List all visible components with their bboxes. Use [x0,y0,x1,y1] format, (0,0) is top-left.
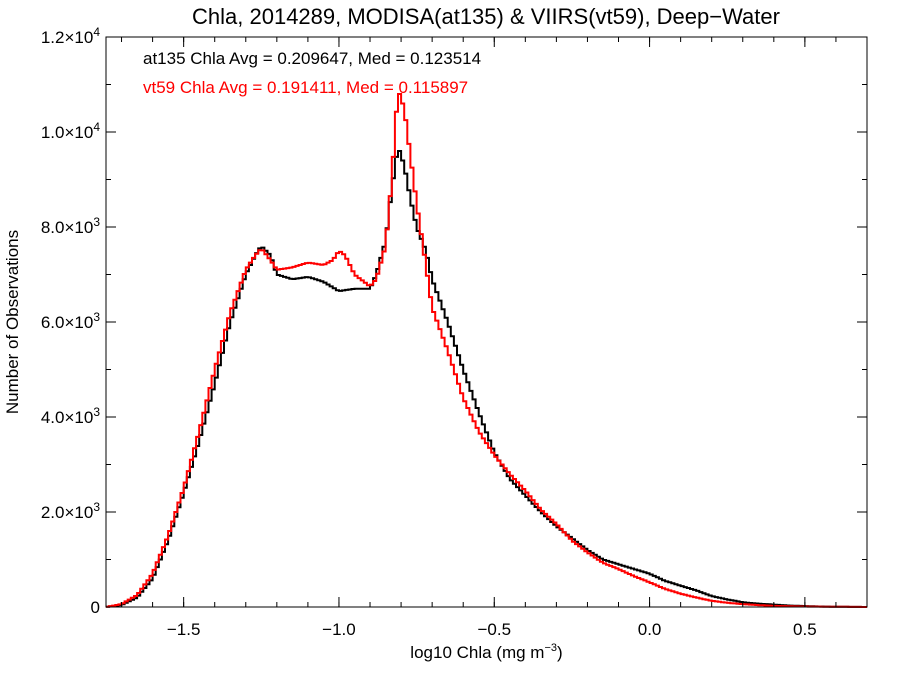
chart-title: Chla, 2014289, MODISA(at135) & VIIRS(vt5… [192,4,780,29]
y-tick-label: 2.0×103 [41,500,100,522]
x-tick-label: −0.5 [477,620,511,639]
annotation-vt59: vt59 Chla Avg = 0.191411, Med = 0.115897 [143,78,468,97]
series-layer [106,93,867,608]
series-line-1 [106,93,867,608]
plot-frame [105,36,868,608]
x-axis-title: log10 Chla (mg m−3) [410,642,562,662]
x-axis: −1.5 −1.0 −0.5 0.0 0.5 [121,37,868,639]
series-line-0 [106,150,867,608]
y-tick-label: 4.0×103 [41,405,100,427]
annotation-at135: at135 Chla Avg = 0.209647, Med = 0.12351… [143,49,481,68]
y-tick-label: 8.0×103 [41,215,100,237]
y-tick-label: 0 [91,598,100,617]
x-tick-label: −1.0 [322,620,356,639]
y-axis-title: Number of Observations [3,230,22,414]
y-tick-label: 6.0×103 [41,310,100,332]
x-tick-label: 0.5 [793,620,817,639]
y-tick-label: 1.0×104 [41,120,100,142]
y-tick-label: 1.2×104 [41,25,100,47]
x-axis-title-superscript: −3 [544,642,557,654]
x-tick-label: 0.0 [638,620,662,639]
x-axis-title-close: ) [557,643,563,662]
y-axis: 0 2.0×103 4.0×103 6.0×103 8.0×103 1.0×104 1.2×… [41,25,867,617]
x-tick-label: −1.5 [167,620,201,639]
x-axis-title-main: log10 Chla (mg m [410,643,544,662]
